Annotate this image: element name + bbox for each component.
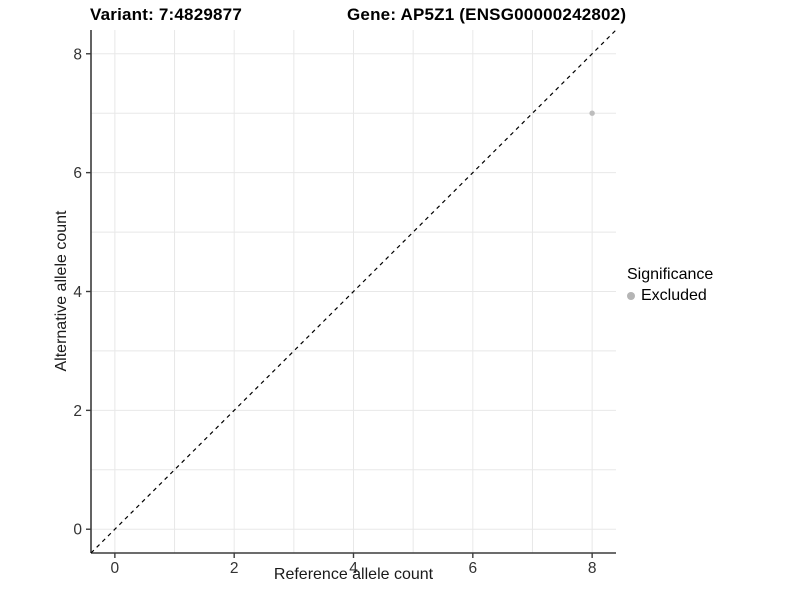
legend-item-excluded: Excluded — [627, 287, 713, 305]
legend-point-icon — [627, 292, 635, 300]
identity-dashed-line — [90, 29, 617, 554]
legend: Significance Excluded — [627, 266, 713, 305]
legend-item-label: Excluded — [641, 287, 707, 304]
y-tick-label-2: 2 — [73, 403, 82, 420]
x-tick-label-0: 0 — [111, 560, 120, 577]
plot-title-gene: Gene: AP5Z1 (ENSG00000242802) — [347, 5, 627, 24]
x-tick-label-6: 6 — [469, 560, 478, 577]
plot-title-variant: Variant: 7:4829877 — [90, 5, 242, 24]
y-axis-title: Alternative allele count — [53, 210, 70, 372]
y-tick-label-0: 0 — [73, 522, 82, 539]
y-tick-label-6: 6 — [73, 165, 82, 182]
x-tick-label-2: 2 — [230, 560, 239, 577]
y-tick-label-8: 8 — [73, 46, 82, 63]
x-tick-label-4: 4 — [349, 560, 358, 577]
y-tick-label-4: 4 — [73, 284, 82, 301]
legend-title: Significance — [627, 266, 714, 283]
data-point-8-7 — [589, 110, 595, 116]
x-tick-label-8: 8 — [588, 560, 597, 577]
x-axis-title: Reference allele count — [273, 566, 434, 583]
